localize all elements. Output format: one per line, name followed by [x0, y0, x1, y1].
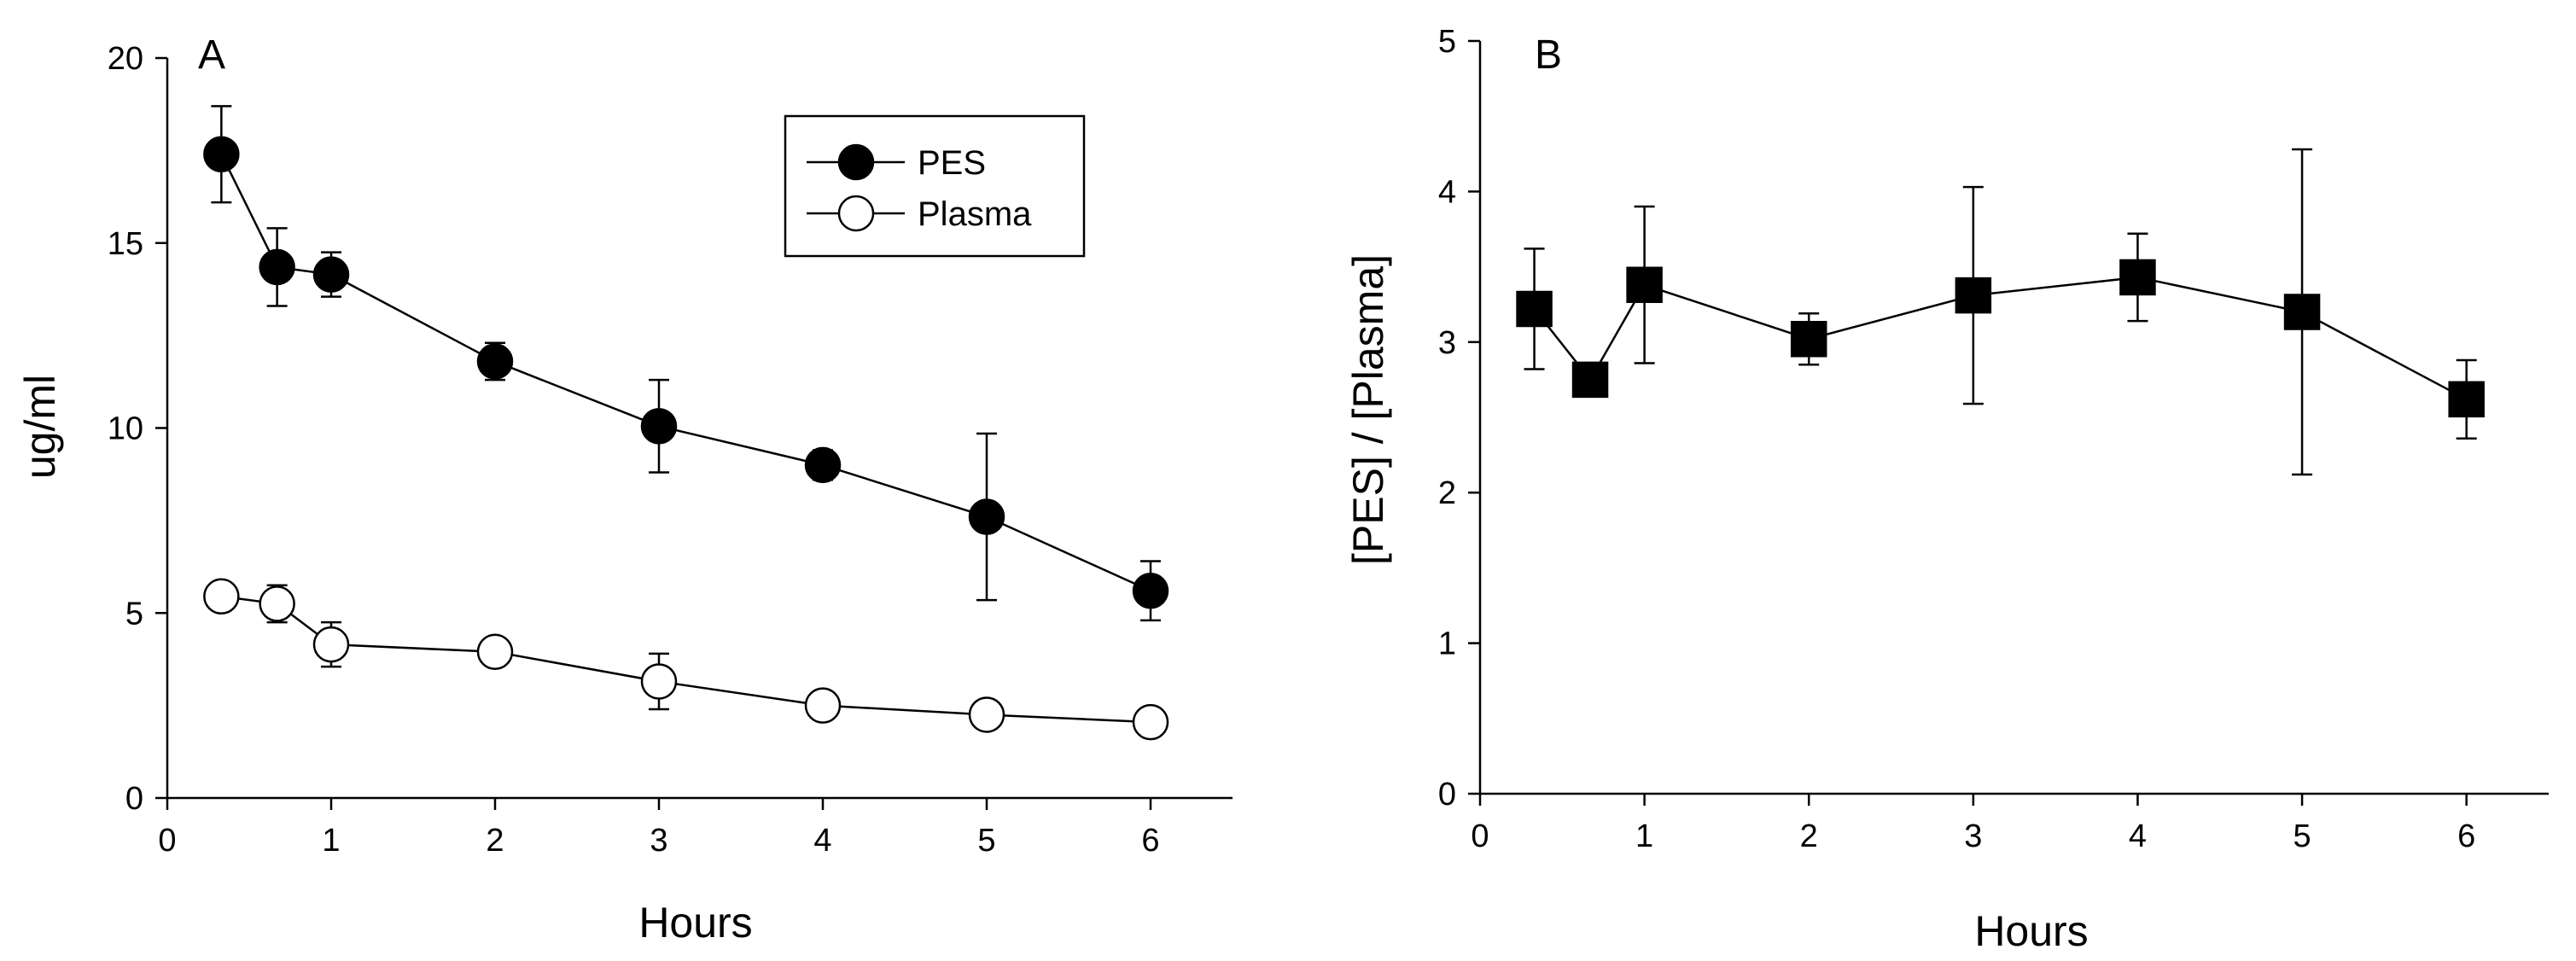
- series-pes-point: [312, 256, 350, 293]
- panel-a-y-tick-label: 15: [108, 226, 143, 262]
- series-plasma-point: [476, 633, 514, 671]
- panel-a-letter: A: [198, 32, 225, 78]
- panel-a-x-tick-label: 5: [977, 823, 995, 859]
- panel-b-x-tick-label: 4: [2129, 818, 2147, 854]
- series-pes-point: [476, 343, 514, 380]
- panel-b-y-axis-title: [PES] / [Plasma]: [1344, 254, 1392, 565]
- panel-b-y-tick-label: 5: [1438, 24, 1456, 60]
- panel-b: B [PES] / [Plasma] Hours 0 1 2 3 4 5 6 0 1 2 3 4 5: [1344, 24, 2549, 955]
- series-pes-plasma-ratio-point: [2283, 294, 2321, 330]
- series-plasma-point: [203, 578, 240, 614]
- panel-b-y-tick-label: 1: [1438, 626, 1456, 662]
- series-plasma-line: [221, 595, 1151, 724]
- series-plasma-point: [804, 687, 842, 724]
- legend-frame: [784, 114, 1086, 258]
- panel-b-y-tick-label: 0: [1438, 777, 1456, 812]
- panel-b-x-tick-label: 0: [1471, 818, 1489, 854]
- series-pes-plasma-ratio-point: [1571, 361, 1609, 399]
- panel-b-x-tick-label: 5: [2293, 818, 2311, 854]
- panel-b-x-tick-label: 6: [2457, 818, 2475, 854]
- panel-a-y-tick-label: 0: [125, 781, 143, 817]
- panel-b-x-tick-label: 1: [1635, 818, 1653, 854]
- panel-a-x-tick-label: 2: [486, 823, 504, 859]
- series-plasma-point: [968, 696, 1005, 733]
- series-plasma-point: [259, 585, 295, 622]
- panel-a-y-axis-title: ug/ml: [16, 375, 64, 479]
- panel-a-y-tick-label: 10: [108, 411, 143, 447]
- series-pes-plasma-ratio-point: [2119, 259, 2156, 296]
- series-pes-point: [968, 498, 1005, 535]
- panel-a-x-tick-label: 4: [813, 823, 831, 859]
- series-plasma-point: [312, 626, 350, 663]
- series-pes-point: [640, 408, 678, 445]
- series-pes-plasma-ratio-point: [1626, 266, 1663, 304]
- panel-b-y-tick-label: 4: [1438, 174, 1456, 210]
- series-pes-point: [804, 446, 842, 484]
- legend-pes-marker: [837, 143, 875, 181]
- series-pes-point: [259, 248, 295, 286]
- panel-a-x-tick-label: 0: [158, 823, 176, 859]
- series-pes-plasma-ratio-point: [1955, 277, 1992, 314]
- legend-plasma-label: Plasma: [918, 195, 1032, 233]
- series-plasma-point: [640, 663, 678, 700]
- series-plasma-point: [1132, 703, 1169, 741]
- panel-a: A ug/ml Hours 0 1 2 3 4 5 6 0 5 10 15 20 PES Plasma: [16, 32, 1233, 946]
- series-pes-plasma-ratio-point: [1516, 290, 1553, 328]
- panel-b-x-tick-label: 2: [1800, 818, 1818, 854]
- panel-b-x-axis-title: Hours: [1974, 907, 2088, 955]
- panel-a-x-axis-title: Hours: [638, 899, 752, 946]
- panel-b-y-tick-label: 3: [1438, 325, 1456, 361]
- panel-a-y-tick-label: 20: [108, 41, 143, 77]
- panel-b-letter: B: [1535, 32, 1562, 78]
- panel-a-x-tick-label: 6: [1141, 823, 1159, 859]
- panel-a-x-tick-label: 3: [650, 823, 667, 859]
- legend-pes-label: PES: [918, 144, 986, 182]
- legend-plasma-marker: [837, 195, 875, 232]
- series-pes-point: [1132, 572, 1169, 609]
- panel-a-y-tick-label: 5: [125, 596, 143, 632]
- series-pes-plasma-ratio-line: [1533, 276, 2468, 400]
- panel-a-x-tick-label: 1: [322, 823, 340, 859]
- panel-a-legend: PES Plasma: [784, 114, 1086, 258]
- series-pes-plasma-ratio-point: [2448, 381, 2485, 418]
- panel-b-y-tick-label: 2: [1438, 475, 1456, 511]
- series-pes-plasma-ratio-point: [1790, 321, 1827, 358]
- panel-b-x-tick-label: 3: [1964, 818, 1982, 854]
- series-pes-point: [203, 136, 240, 172]
